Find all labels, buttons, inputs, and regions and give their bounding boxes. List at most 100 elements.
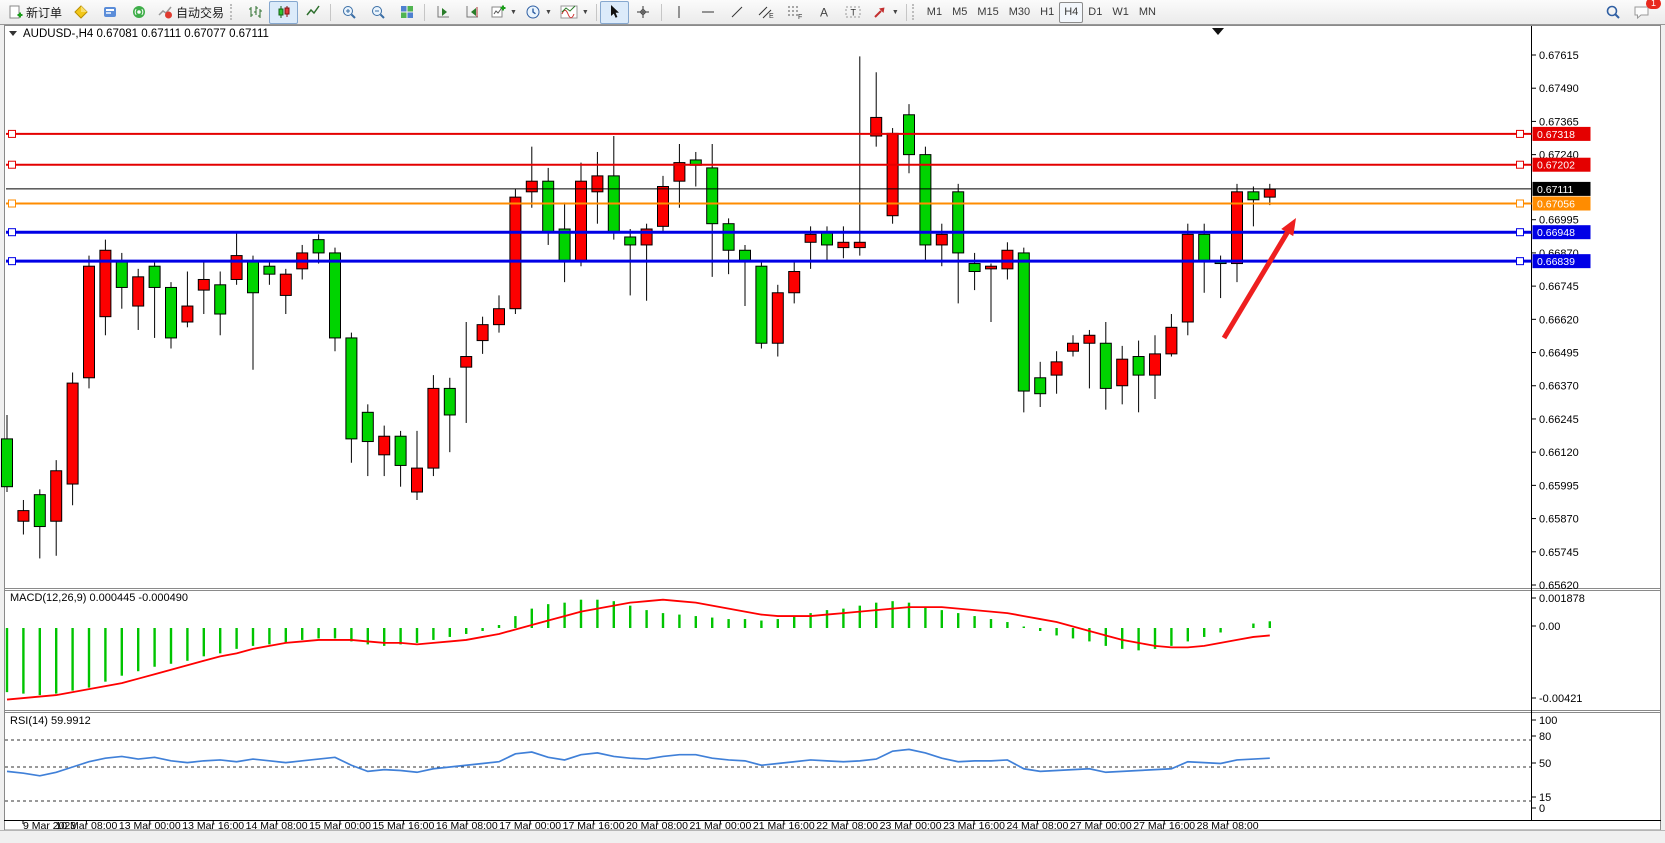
periods-button[interactable]: ▼ — [521, 1, 556, 24]
fibonacci-button[interactable]: F — [781, 1, 810, 24]
horizontal-line-0.67318[interactable] — [6, 129, 1532, 138]
signals-button[interactable] — [124, 1, 153, 24]
line-handle[interactable] — [8, 199, 16, 208]
line-handle[interactable] — [1516, 129, 1524, 138]
toolbar-separator — [330, 3, 332, 21]
rsi-header: RSI(14) 59.9912 — [10, 715, 91, 727]
vertical-line-icon — [672, 4, 686, 20]
line-handle[interactable] — [8, 228, 16, 237]
line-handle[interactable] — [1516, 199, 1524, 208]
channel-button[interactable]: E — [752, 1, 781, 24]
candle — [1034, 377, 1047, 395]
candlestick-icon — [276, 4, 292, 20]
candle — [378, 435, 391, 456]
timeframe-d1[interactable]: D1 — [1088, 6, 1103, 18]
indicators-button[interactable]: ▼ — [556, 1, 593, 24]
vertical-line-button[interactable] — [665, 1, 694, 24]
toolbar-grip — [911, 4, 918, 20]
tile-windows-button[interactable] — [392, 1, 421, 24]
line-handle[interactable] — [8, 160, 16, 169]
new-order-button[interactable]: 新订单 — [3, 1, 66, 24]
line-handle[interactable] — [8, 129, 16, 138]
price-tick-label: 0.66370 — [1539, 381, 1579, 393]
price-axis: 0.676150.674900.673650.672400.669950.668… — [1531, 50, 1591, 592]
candlestick-button[interactable] — [269, 0, 299, 24]
new-chart-button[interactable]: ▼ — [486, 1, 521, 24]
price-tick-label: 0.66495 — [1539, 348, 1579, 360]
text-button[interactable]: A — [810, 1, 839, 24]
chart-menu-icon[interactable] — [9, 31, 17, 36]
crosshair-button[interactable] — [629, 1, 658, 24]
arrows-tool-button[interactable]: ▼ — [868, 1, 903, 24]
new-order-label: 新订单 — [26, 5, 63, 20]
cursor-button[interactable] — [599, 0, 629, 24]
trendline-icon — [729, 4, 745, 20]
price-tick-label: 0.67365 — [1539, 116, 1579, 128]
data-window-button[interactable] — [95, 1, 124, 24]
chart-title: AUDUSD-,H4 0.67081 0.67111 0.67077 0.671… — [9, 28, 269, 40]
timeframe-m5[interactable]: M5 — [952, 6, 968, 18]
auto-trading-button[interactable]: 自动交易 — [153, 1, 228, 24]
signal-icon — [131, 4, 147, 20]
time-label: 28 Mar 08:00 — [1197, 820, 1259, 832]
line-chart-button[interactable] — [298, 1, 327, 24]
new-chart-icon — [490, 4, 506, 20]
candle — [853, 241, 866, 249]
candle — [427, 387, 440, 469]
horizontal-line-button[interactable] — [694, 1, 723, 24]
horizontal-line-icon — [700, 4, 716, 20]
timeframe-mn[interactable]: MN — [1138, 6, 1156, 18]
timeframe-m15[interactable]: M15 — [977, 6, 999, 18]
price-level-badge — [1532, 254, 1591, 269]
bar-chart-button[interactable] — [240, 1, 269, 24]
trendline-button[interactable] — [723, 1, 752, 24]
candle — [1, 438, 13, 488]
trend-arrow[interactable] — [1221, 218, 1296, 340]
timeframe-w1[interactable]: W1 — [1112, 6, 1129, 18]
timeframe-m1[interactable]: M1 — [926, 6, 943, 18]
candle — [509, 196, 522, 310]
price-level-badge — [1532, 225, 1591, 240]
candle — [132, 276, 145, 307]
candle — [66, 382, 79, 485]
time-label: 15 Mar 16:00 — [372, 820, 434, 832]
price-tick-label: 0.65620 — [1539, 580, 1579, 592]
candle — [115, 260, 128, 288]
horizontal-line-0.66839[interactable] — [6, 257, 1532, 266]
candle — [165, 286, 177, 339]
candle — [837, 241, 850, 249]
price-tick-label: 0.65745 — [1539, 547, 1579, 559]
chart-shift-button[interactable] — [457, 1, 486, 24]
zoom-in-icon — [341, 4, 357, 20]
line-handle[interactable] — [1516, 257, 1524, 266]
horizontal-line-0.67202[interactable] — [6, 160, 1532, 169]
timeframe-h1[interactable]: H1 — [1040, 6, 1055, 18]
text-label-button[interactable]: T — [839, 1, 868, 24]
horizontal-line-0.66948[interactable] — [6, 228, 1532, 237]
candle — [1247, 191, 1260, 201]
candle — [411, 467, 423, 493]
market-watch-button[interactable] — [66, 1, 95, 24]
search-button[interactable] — [1598, 1, 1627, 24]
candle — [1017, 252, 1030, 392]
timeframe-h4[interactable]: H4 — [1059, 1, 1084, 23]
timeframe-m30[interactable]: M30 — [1008, 6, 1031, 18]
line-handle[interactable] — [8, 257, 16, 266]
line-handle[interactable] — [1516, 160, 1524, 169]
text-label-icon: T — [844, 4, 862, 20]
zoom-in-button[interactable] — [334, 1, 363, 24]
price-tick-label: 0.66745 — [1539, 281, 1579, 293]
chat-button[interactable]: 1 — [1627, 0, 1661, 24]
chart-shift-marker[interactable] — [1212, 28, 1224, 35]
line-handle[interactable] — [1516, 228, 1524, 237]
price-tick-label: 0.67490 — [1539, 83, 1579, 95]
zoom-out-button[interactable] — [363, 1, 392, 24]
horizontal-line-0.67056[interactable] — [6, 199, 1532, 208]
svg-text:A: A — [820, 6, 828, 20]
auto-scroll-button[interactable] — [428, 1, 457, 24]
price-level-badge — [1532, 181, 1591, 196]
main-toolbar: 新订单 自动交易 ▼ ▼ — [0, 0, 1665, 25]
candle — [83, 265, 95, 379]
rsi-line — [6, 748, 1270, 777]
